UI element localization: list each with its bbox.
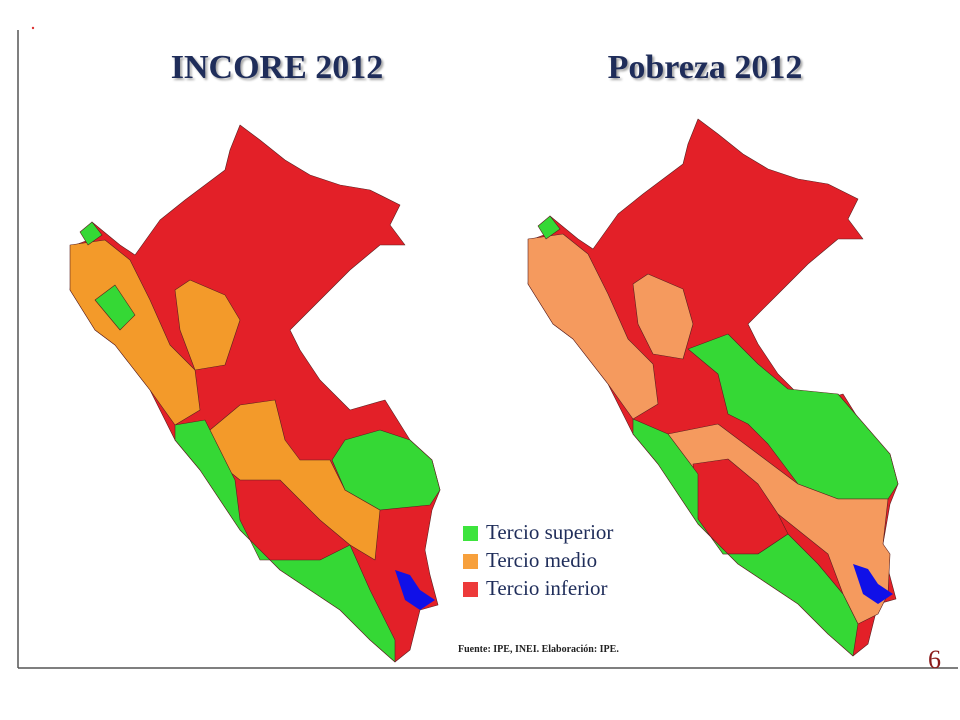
region [174, 279, 241, 371]
region [69, 239, 201, 426]
lake-region [853, 564, 893, 604]
source: Fuente: IPE, INEI. Elaboración: IPE. [458, 644, 619, 655]
region [174, 419, 396, 663]
map-title: INCORE 2012 [171, 49, 384, 86]
region [94, 284, 136, 331]
legend-swatch [463, 582, 478, 597]
region [537, 215, 561, 240]
legend-label: Tercio medio [486, 548, 597, 572]
lake-region [395, 570, 435, 610]
region [527, 233, 659, 420]
map-title: Pobreza 2012 [608, 49, 803, 86]
legend-swatch [463, 526, 478, 541]
map-pobreza [527, 118, 899, 657]
dot [31, 26, 35, 30]
region [632, 273, 694, 360]
legend-label: Tercio superior [486, 520, 613, 544]
legend: Tercio superior Tercio medio Tercio infe… [463, 520, 613, 600]
map-incore [69, 124, 441, 663]
legend-label: Tercio inferior [486, 576, 608, 600]
region [69, 124, 441, 663]
region [632, 418, 859, 657]
region [79, 221, 103, 246]
page-number: 6 [928, 645, 941, 674]
region [331, 429, 441, 511]
legend-swatch [463, 554, 478, 569]
